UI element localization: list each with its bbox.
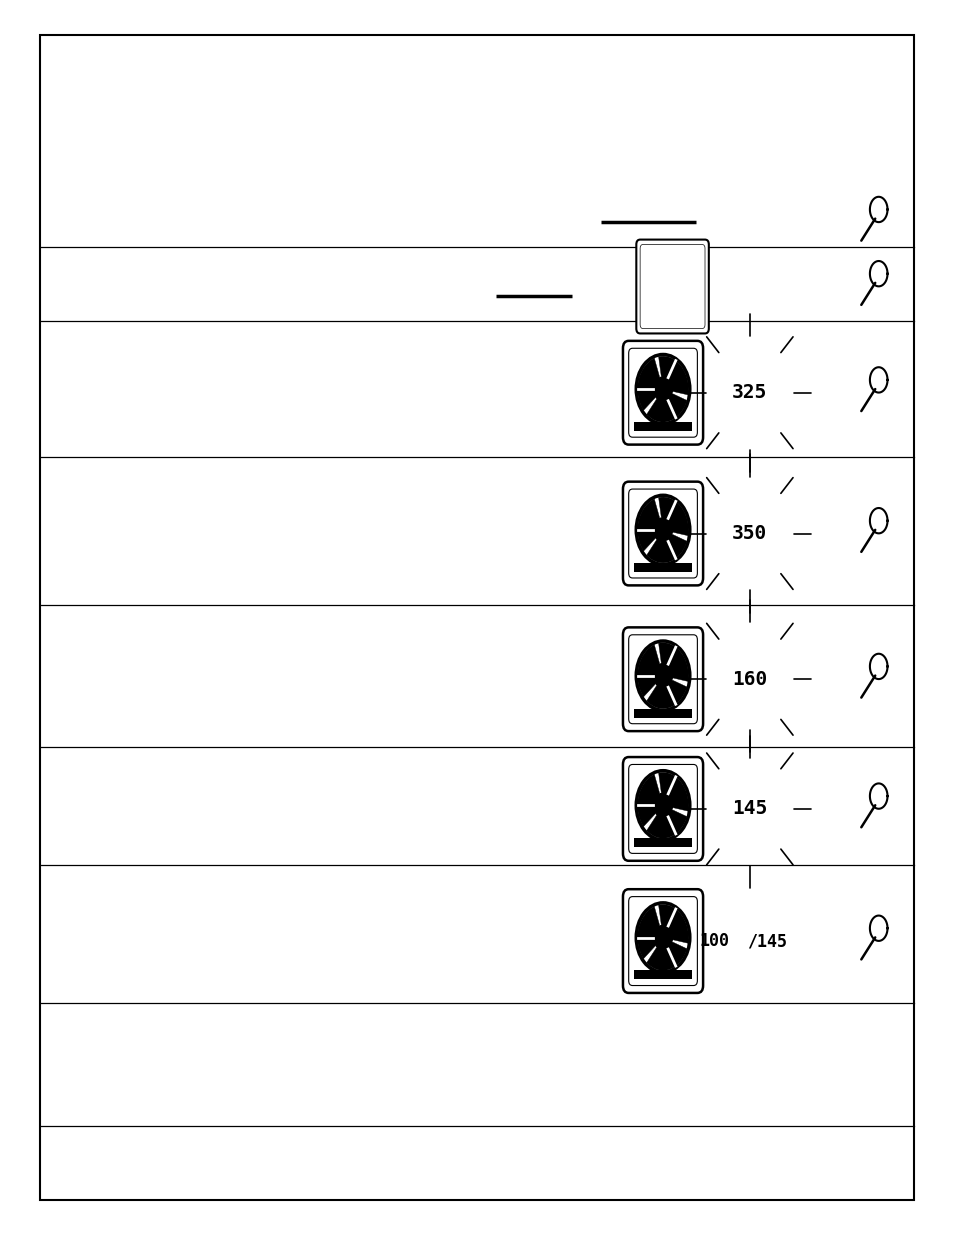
Text: 145: 145 [732,799,766,819]
Polygon shape [637,774,659,826]
Text: 325: 325 [732,383,766,403]
Polygon shape [646,680,686,709]
Polygon shape [658,642,688,682]
Text: 350: 350 [732,524,766,543]
Bar [634,709,691,718]
Polygon shape [646,942,686,971]
FancyBboxPatch shape [622,889,702,993]
FancyBboxPatch shape [622,341,702,445]
Circle shape [653,925,672,950]
Polygon shape [646,535,686,563]
Text: /145: /145 [746,932,786,950]
Polygon shape [658,356,688,395]
Polygon shape [646,394,686,422]
Bar [634,422,691,431]
FancyBboxPatch shape [628,489,697,578]
Circle shape [653,663,672,688]
Text: 100: 100 [699,932,728,950]
FancyBboxPatch shape [628,764,697,853]
Polygon shape [637,906,659,958]
FancyBboxPatch shape [639,245,704,329]
FancyBboxPatch shape [628,897,697,986]
FancyBboxPatch shape [622,482,702,585]
Polygon shape [637,645,659,697]
FancyBboxPatch shape [622,757,702,861]
Polygon shape [637,358,659,410]
Polygon shape [658,904,688,944]
Circle shape [653,377,672,401]
FancyBboxPatch shape [628,635,697,724]
Polygon shape [637,499,659,551]
Circle shape [653,517,672,542]
Polygon shape [646,810,686,839]
FancyBboxPatch shape [622,627,702,731]
Bar [634,563,691,572]
Polygon shape [658,496,688,536]
Text: 160: 160 [732,669,766,689]
FancyBboxPatch shape [636,240,708,333]
Polygon shape [658,772,688,811]
Circle shape [653,793,672,818]
Bar [634,971,691,979]
FancyBboxPatch shape [628,348,697,437]
Bar [634,839,691,847]
